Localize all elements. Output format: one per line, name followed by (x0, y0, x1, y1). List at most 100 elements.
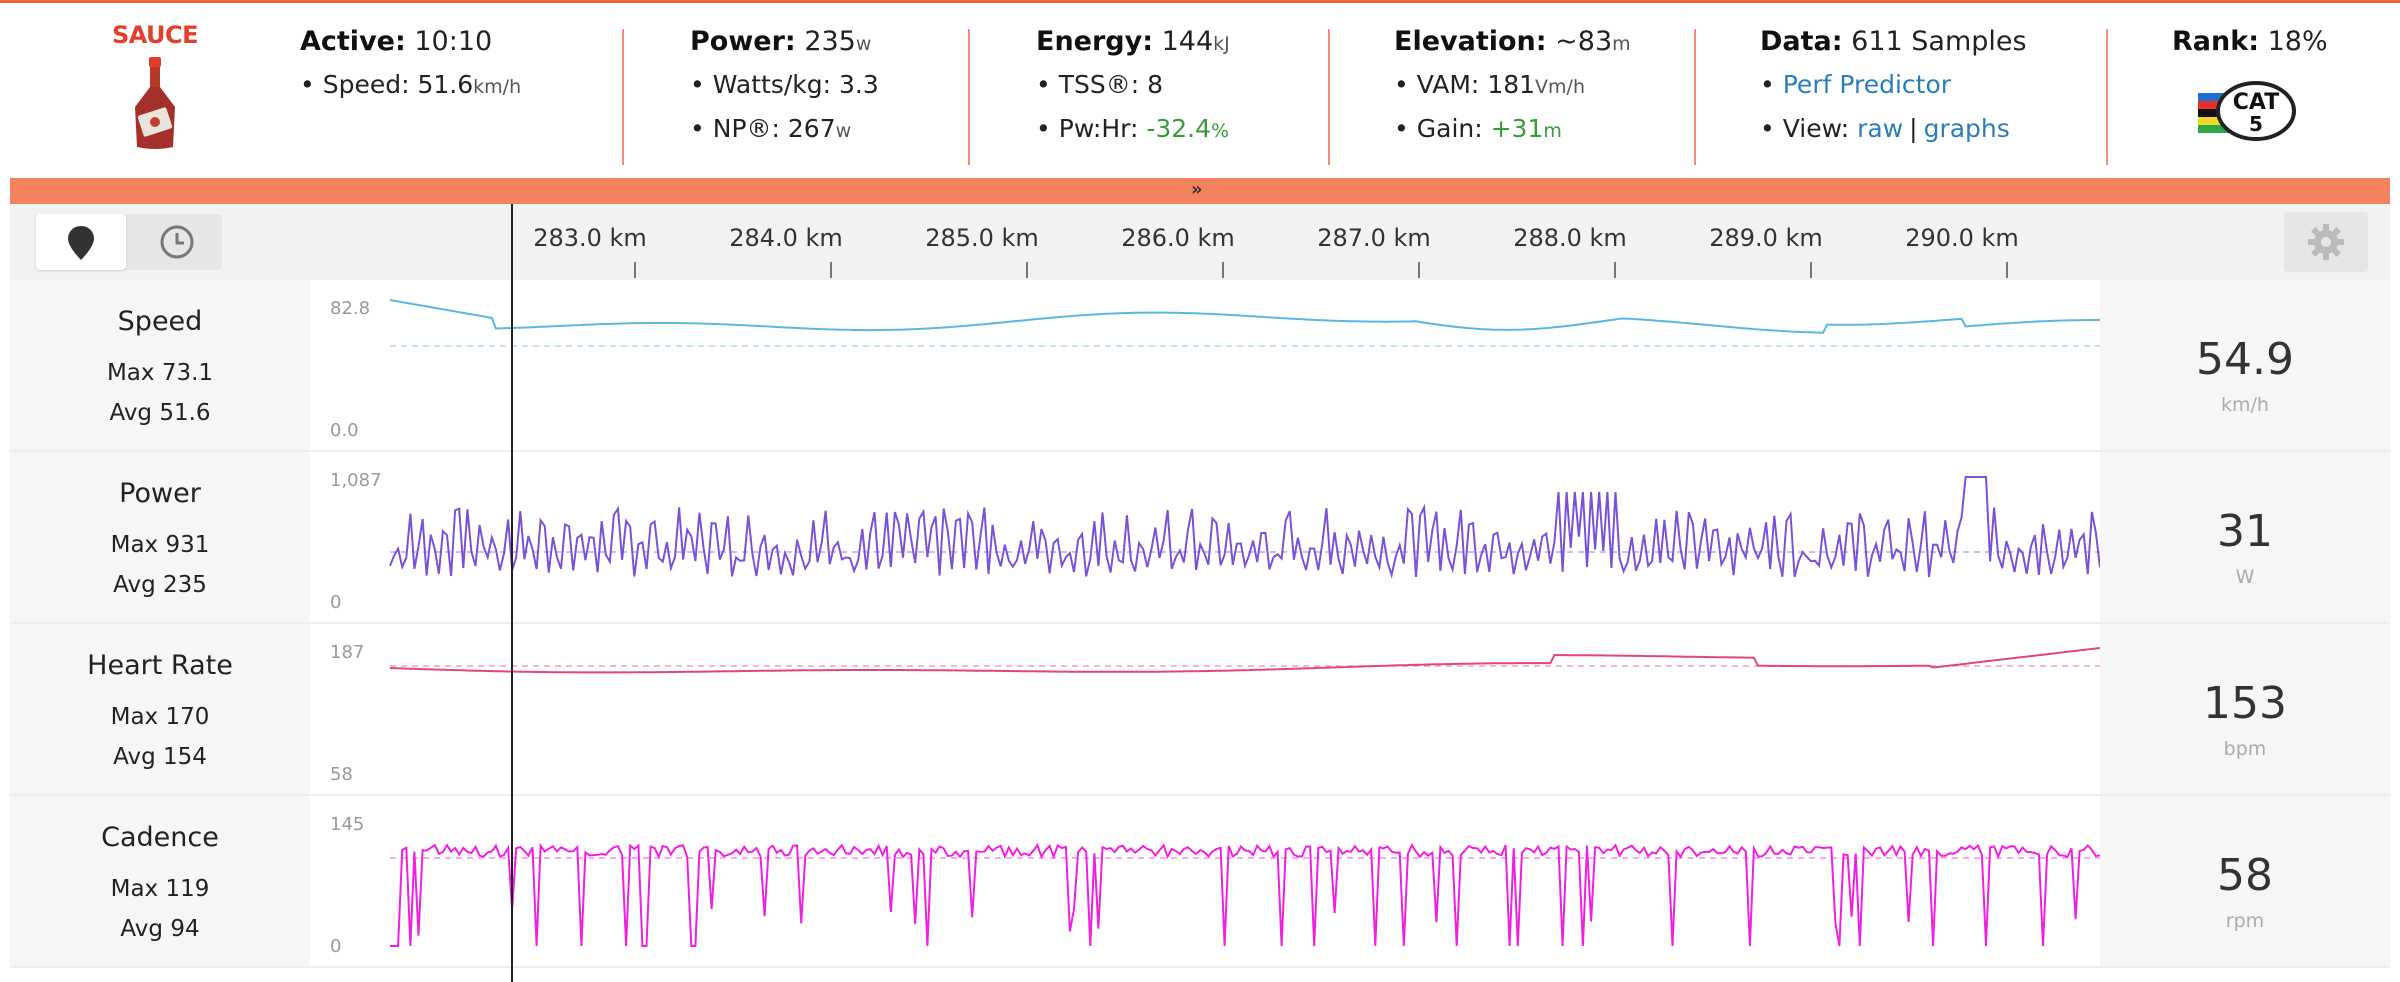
power-stat: Power: 235w (690, 26, 872, 57)
collapse-bar[interactable]: » (10, 178, 2390, 204)
stream-max: Max 73.1 (106, 360, 214, 386)
speed-row: Speed Max 73.1 Avg 51.6 82.8 0.0 54.9 km/h (10, 280, 2390, 452)
y-max-label: 82.8 (330, 298, 371, 319)
speed-chart[interactable]: 82.8 0.0 (310, 280, 2100, 450)
bullet-icon: • (690, 114, 705, 143)
stream-avg: Avg 235 (113, 572, 207, 598)
view-graphs-link[interactable]: graphs (1923, 114, 2010, 143)
power-group: Power: 235w • Watts/kg: 3.3 • NP®: 267w (690, 21, 879, 169)
cadence-line-chart (390, 842, 2100, 947)
current-value: 31 (2217, 506, 2273, 557)
y-max-label: 1,087 (330, 470, 382, 491)
stream-avg: Avg 51.6 (109, 400, 211, 426)
current-unit: bpm (2223, 738, 2267, 760)
map-pin-icon (68, 226, 94, 260)
cat-badge-text: CAT (2233, 90, 2279, 115)
bullet-icon: • (300, 70, 315, 99)
stats-header: SAUCE Active: 10:10 • Speed: 51.6km/h (0, 0, 2400, 178)
stat-divider (1328, 29, 1330, 165)
tss-stat: • TSS®: 8 (1036, 63, 1230, 107)
bullet-icon: • (690, 70, 705, 99)
distance-tick-label: 290.0 km (1905, 224, 2019, 252)
stream-avg: Avg 94 (120, 916, 200, 942)
current-value: 54.9 (2196, 334, 2294, 385)
gain-stat: • Gain: +31m (1394, 107, 1631, 151)
power-chart[interactable]: 1,087 0 (310, 452, 2100, 622)
power-current-panel: 31 W (2100, 452, 2390, 622)
cat-rank-badge-icon[interactable]: CAT 5 (2190, 75, 2300, 145)
stream-name: Speed (117, 306, 203, 337)
stream-name: Cadence (101, 822, 219, 853)
perf-predictor-item: • Perf Predictor (1760, 63, 2027, 107)
current-unit: rpm (2225, 910, 2265, 932)
heart-rate-current-panel: 153 bpm (2100, 624, 2390, 794)
stat-divider (1694, 29, 1696, 165)
current-unit: W (2235, 566, 2255, 588)
y-min-label: 0 (330, 592, 342, 613)
stat-divider (2106, 29, 2108, 165)
double-chevron-down-icon[interactable]: » (1191, 179, 1203, 200)
distance-mode-button[interactable] (36, 214, 126, 270)
view-item: • View: raw | graphs (1760, 107, 2027, 151)
stream-name: Power (119, 478, 201, 509)
clock-icon (160, 225, 194, 259)
energy-stat: Energy: 144kJ (1036, 26, 1230, 57)
chart-cursor[interactable] (511, 204, 513, 982)
stream-avg: Avg 154 (113, 744, 207, 770)
elevation-group: Elevation: ~83m • VAM: 181Vm/h • Gain: +31… (1394, 21, 1631, 169)
vam-stat: • VAM: 181Vm/h (1394, 63, 1631, 107)
brand-name: SAUCE (111, 21, 199, 49)
current-unit: km/h (2221, 394, 2269, 416)
pw-hr-stat: • Pw:Hr: -32.4% (1036, 107, 1230, 151)
cadence-label-panel: Cadence Max 119 Avg 94 (10, 796, 310, 966)
axis-mode-toggle (36, 214, 222, 270)
settings-button[interactable] (2284, 212, 2368, 272)
distance-tick-label: 284.0 km (729, 224, 843, 252)
perf-predictor-link[interactable]: Perf Predictor (1782, 70, 1952, 99)
y-min-label: 0 (330, 936, 342, 957)
gear-icon (2308, 224, 2344, 260)
bullet-icon: • (1036, 114, 1051, 143)
distance-tick-label: 283.0 km (533, 224, 647, 252)
cadence-chart[interactable]: 145 0 (310, 796, 2100, 966)
distance-tick-label: 286.0 km (1121, 224, 1235, 252)
speed-line (389, 299, 2100, 334)
rank-stat: Rank: 18% (2172, 26, 2328, 57)
cadence-row: Cadence Max 119 Avg 94 145 0 58 rpm (10, 796, 2390, 968)
speed-stat: • Speed: 51.6km/h (300, 63, 521, 107)
distance-tick (1026, 262, 1028, 278)
current-value: 58 (2217, 850, 2273, 901)
heart-rate-line (389, 647, 2100, 674)
distance-tick (1222, 262, 1224, 278)
heart-rate-chart[interactable]: 187 58 (310, 624, 2100, 794)
chart-toolbar: 283.0 km 284.0 km 285.0 km 286.0 km 287.0 km… (10, 204, 2390, 280)
y-min-label: 58 (330, 764, 353, 785)
cadence-line (390, 842, 2100, 947)
distance-tick (830, 262, 832, 278)
active-group: Active: 10:10 • Speed: 51.6km/h (300, 21, 521, 169)
y-min-label: 0.0 (330, 420, 359, 441)
power-label-panel: Power Max 931 Avg 235 (10, 452, 310, 622)
bullet-icon: • (1394, 114, 1409, 143)
distance-tick (2006, 262, 2008, 278)
power-line (389, 476, 2100, 579)
data-group: Data: 611 Samples • Perf Predictor • View:… (1760, 21, 2027, 169)
bullet-icon: • (1760, 114, 1775, 143)
stream-max: Max 119 (110, 876, 210, 902)
elevation-stat: Elevation: ~83m (1394, 26, 1631, 57)
heart-rate-row: Heart Rate Max 170 Avg 154 187 58 153 bpm (10, 624, 2390, 796)
stat-divider (622, 29, 624, 165)
energy-group: Energy: 144kJ • TSS®: 8 • Pw:Hr: -32.4% (1036, 21, 1230, 169)
watts-kg-stat: • Watts/kg: 3.3 (690, 63, 879, 107)
rank-group: Rank: 18% (2172, 21, 2328, 169)
np-stat: • NP®: 267w (690, 107, 879, 151)
time-mode-button[interactable] (132, 214, 222, 270)
speed-line-chart (389, 299, 2100, 347)
power-row: Power Max 931 Avg 235 1,087 0 31 W (10, 452, 2390, 624)
current-value: 153 (2203, 678, 2287, 729)
brand[interactable]: SAUCE (70, 21, 240, 151)
view-raw-link[interactable]: raw (1857, 114, 1904, 143)
stat-divider (968, 29, 970, 165)
distance-tick-label: 289.0 km (1709, 224, 1823, 252)
speed-current-panel: 54.9 km/h (2100, 280, 2390, 450)
